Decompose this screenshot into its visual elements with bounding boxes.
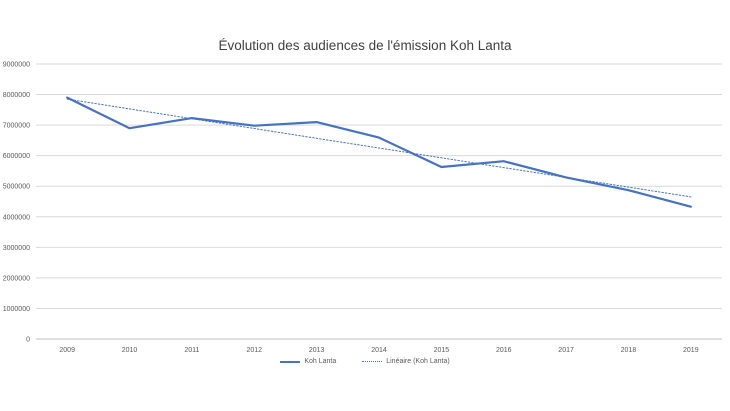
legend-label: Linéaire (Koh Lanta) [386, 358, 450, 365]
x-tick-label: 2017 [558, 347, 574, 354]
chart-legend: Koh Lanta Linéaire (Koh Lanta) [0, 358, 730, 365]
x-tick-label: 2011 [184, 347, 199, 354]
legend-item-trendline: Linéaire (Koh Lanta) [362, 358, 450, 365]
x-tick-label: 2018 [621, 347, 637, 354]
x-tick-label: 2012 [246, 347, 262, 354]
x-tick-label: 2009 [59, 347, 75, 354]
y-tick-label: 0 [26, 337, 30, 344]
trendline-series [66, 98, 692, 198]
y-tick-label: 3000000 [3, 245, 30, 252]
y-tick-label: 9000000 [3, 62, 30, 69]
x-tick-label: 2015 [434, 347, 450, 354]
legend-swatch-solid [280, 360, 301, 363]
legend-item-koh-lanta: Koh Lanta [280, 358, 336, 365]
legend-label: Koh Lanta [304, 358, 337, 365]
y-tick-label: 6000000 [3, 153, 30, 160]
x-tick-label: 2016 [496, 347, 512, 354]
x-tick-label: 2019 [683, 347, 699, 354]
y-tick-label: 2000000 [3, 275, 30, 282]
y-tick-label: 8000000 [3, 92, 30, 99]
y-tick-label: 7000000 [3, 123, 30, 130]
x-tick-label: 2013 [309, 347, 325, 354]
series-line-koh-lanta [66, 96, 692, 208]
x-tick-label: 2010 [122, 347, 138, 354]
y-tick-label: 4000000 [3, 214, 30, 221]
x-tick-label: 2014 [371, 347, 387, 354]
legend-swatch-dotted [362, 361, 383, 362]
y-tick-label: 1000000 [3, 306, 30, 313]
y-tick-label: 5000000 [3, 184, 30, 191]
chart-title: Évolution des audiences de l'émission Ko… [218, 38, 512, 53]
